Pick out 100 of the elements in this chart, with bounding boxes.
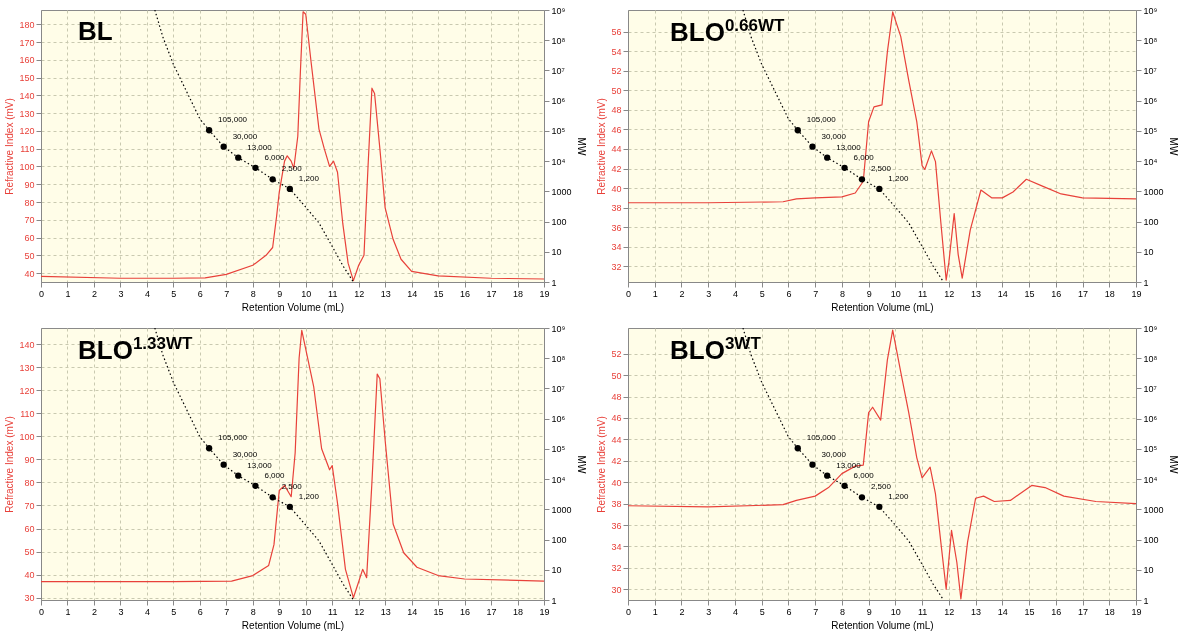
x-tick-label: 2 [91, 606, 97, 617]
chart-title: BLO$^{1.33WT}$ [78, 334, 193, 366]
y-tick-label: 50 [611, 370, 622, 381]
x-axis-title: Retention Volume (mL) [241, 619, 345, 631]
y2-tick-label: 10⁷ [1143, 383, 1157, 394]
x-tick-label: 10 [890, 288, 901, 299]
line-series [154, 10, 354, 282]
y2-tick-label: 10⁶ [1143, 96, 1158, 107]
x-tick-label: 11 [917, 288, 928, 299]
data-label: 6,000 [264, 470, 286, 480]
y-tick-label: 120 [19, 126, 35, 137]
x-tick-label: 7 [224, 606, 230, 617]
y-tick-label: 70 [24, 500, 35, 511]
x-tick-label: 11 [328, 606, 338, 617]
y2-tick-label: 10 [1143, 565, 1154, 576]
data-label: 105,000 [218, 115, 248, 125]
y2-tick-label: 10⁸ [551, 353, 566, 364]
y-tick-label: 40 [24, 268, 35, 279]
point [809, 143, 816, 150]
x-tick-label: 8 [839, 606, 845, 617]
data-label: 2,500 [870, 482, 892, 492]
point [809, 461, 816, 468]
x-tick-label: 5 [759, 288, 765, 299]
y2-tick-label: 10⁸ [551, 35, 566, 46]
y2-tick-label: 10⁹ [551, 5, 566, 16]
x-tick-label: 18 [1104, 288, 1115, 299]
point [841, 164, 848, 171]
y2-tick-label: 1 [1143, 595, 1149, 606]
x-tick-label: 10 [301, 288, 312, 299]
point [858, 176, 866, 183]
x-tick-label: 6 [197, 288, 203, 299]
y2-tick-label: 10⁵ [1143, 126, 1158, 137]
y-tick-label: 160 [19, 55, 35, 66]
data-label: 2,500 [281, 164, 303, 174]
data-label: 6,000 [853, 470, 875, 480]
y-tick-label: 90 [24, 454, 35, 465]
x-axis-title: Retention Volume (mL) [831, 301, 934, 313]
x-tick-label: 16 [1051, 288, 1062, 299]
chart-title: BLO$^{0.66WT}$ [670, 16, 785, 48]
x-tick-label: 17 [486, 606, 497, 617]
x-tick-label: 18 [513, 606, 524, 617]
x-tick-label: 17 [486, 288, 497, 299]
y-tick-label: 32 [611, 563, 622, 574]
x-axis-title: Retention Volume (mL) [241, 301, 345, 313]
point [286, 503, 294, 511]
x-tick-label: 16 [460, 606, 471, 617]
y2-tick-label: 10⁹ [1143, 323, 1158, 334]
y-tick-label: 140 [19, 90, 35, 101]
point [876, 503, 883, 511]
x-tick-label: 1 [652, 288, 658, 299]
x-tick-label: 4 [732, 606, 738, 617]
y2-tick-label: 100 [1143, 535, 1159, 546]
x-tick-label: 14 [407, 606, 418, 617]
y-tick-label: 170 [19, 37, 35, 48]
x-tick-label: 19 [539, 288, 550, 299]
x-tick-label: 7 [813, 606, 819, 617]
data-label: 1,200 [298, 491, 320, 501]
y-tick-label: 40 [611, 183, 622, 194]
x-tick-label: 17 [1078, 288, 1089, 299]
x-tick-label: 4 [732, 288, 738, 299]
y2-tick-label: 1000 [1143, 186, 1164, 197]
data-label: 13,000 [836, 460, 862, 470]
x-tick-label: 16 [460, 288, 471, 299]
data-label: 1,200 [888, 173, 909, 183]
y-tick-label: 50 [24, 547, 35, 558]
y-tick-label: 90 [24, 179, 35, 190]
data-label: 30,000 [821, 449, 847, 459]
y-tick-label: 36 [611, 520, 622, 531]
y-tick-label: 34 [611, 541, 622, 552]
y-tick-label: 120 [19, 385, 35, 396]
x-tick-label: 15 [433, 288, 444, 299]
x-tick-label: 0 [625, 288, 632, 299]
x-tick-label: 12 [944, 288, 955, 299]
y2-tick-label: 100 [551, 535, 567, 546]
y-tick-label: 110 [20, 144, 35, 155]
y-axis-title: Refractive Index (mV) [4, 98, 16, 195]
y-tick-label: 100 [19, 161, 35, 172]
y-tick-label: 46 [611, 124, 622, 135]
point [824, 154, 831, 161]
x-tick-label: 1 [652, 606, 658, 617]
x-tick-label: 3 [706, 606, 712, 617]
point [876, 185, 883, 193]
x-tick-label: 5 [171, 606, 177, 617]
y2-axis-title: MW [575, 137, 587, 156]
x-tick-label: 14 [407, 288, 418, 299]
y-tick-label: 40 [24, 570, 35, 581]
y-tick-label: 150 [19, 73, 35, 84]
x-tick-label: 14 [997, 606, 1008, 617]
y-tick-label: 100 [19, 431, 35, 442]
x-tick-label: 19 [539, 606, 550, 617]
x-tick-label: 0 [625, 606, 632, 617]
x-tick-label: 5 [171, 288, 177, 299]
y-tick-label: 32 [611, 261, 622, 272]
y2-tick-label: 10⁹ [1143, 5, 1158, 16]
y2-tick-label: 10⁸ [1143, 35, 1158, 46]
y-tick-label: 60 [24, 233, 35, 244]
y2-tick-label: 10⁷ [1143, 65, 1157, 76]
x-tick-label: 15 [1024, 606, 1035, 617]
y-tick-label: 56 [611, 27, 622, 38]
chart-title: BL [78, 16, 113, 47]
